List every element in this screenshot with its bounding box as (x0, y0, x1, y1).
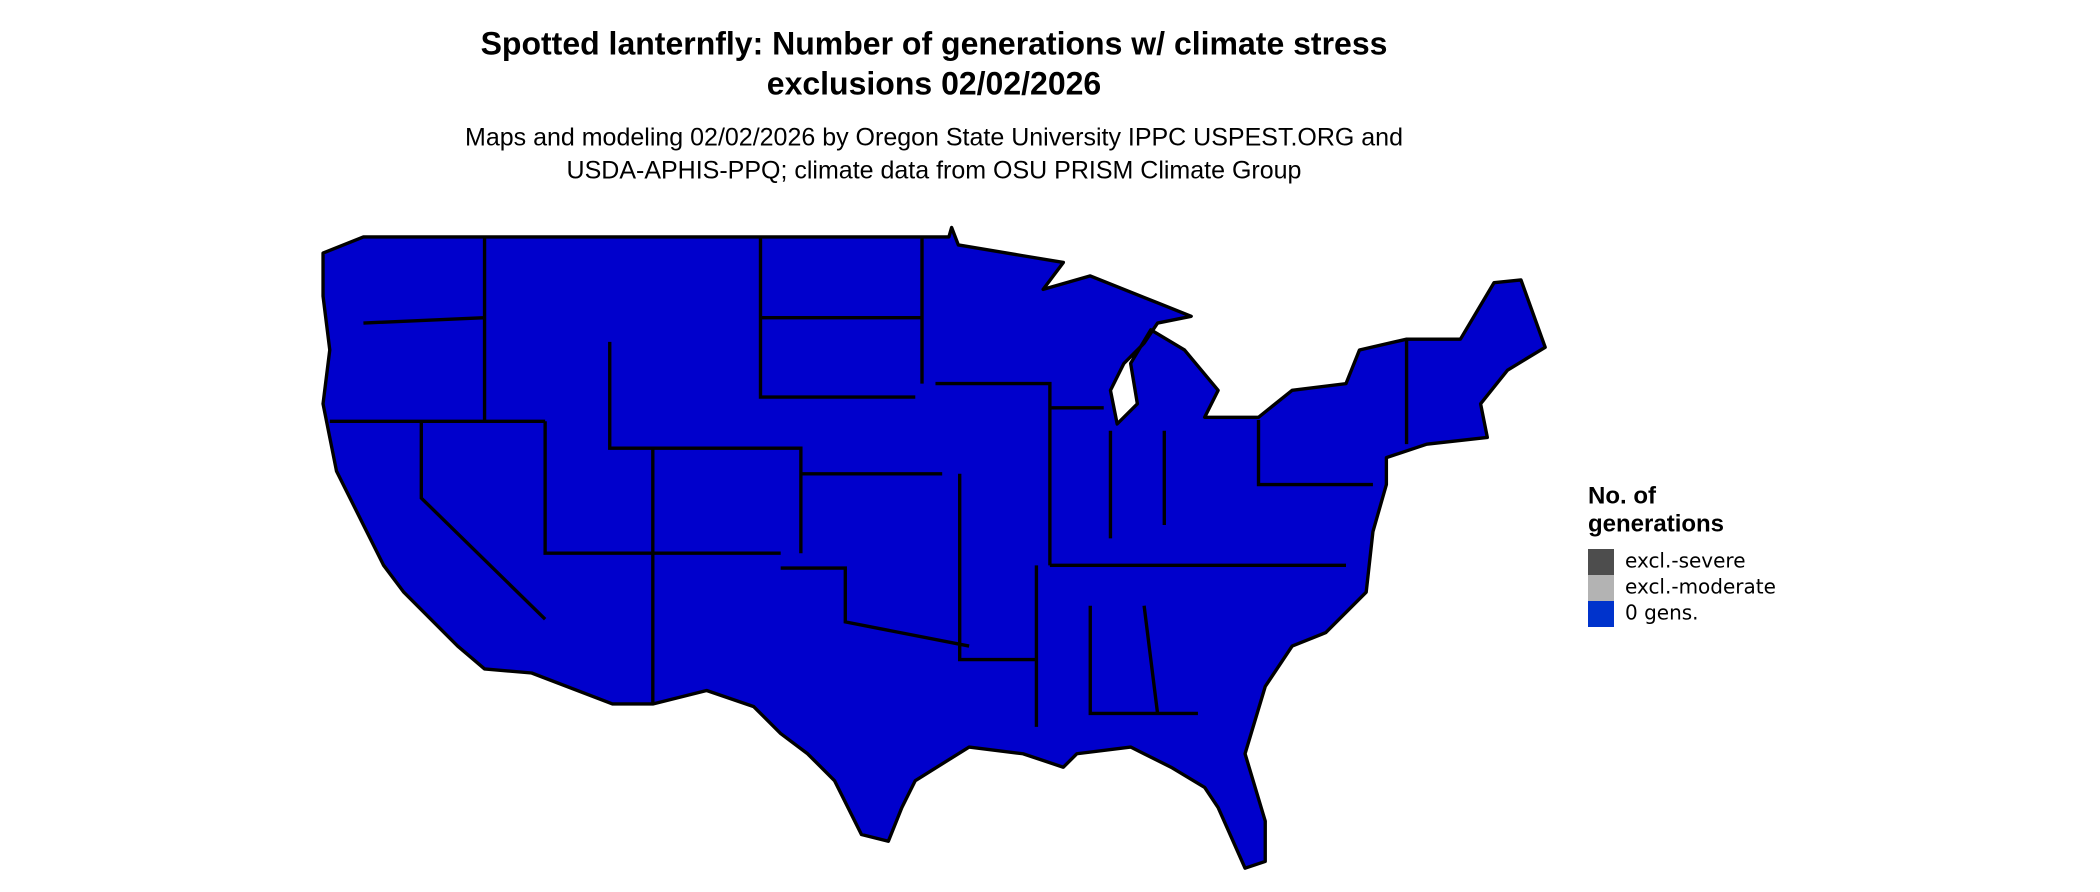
legend-title: generations (1588, 510, 1724, 537)
state-borders (329, 236, 1409, 727)
legend-swatch (1588, 575, 1614, 601)
legend-label: 0 gens. (1625, 601, 1699, 625)
legend-label: excl.-moderate (1625, 575, 1776, 599)
legend-swatch (1588, 601, 1614, 627)
title: exclusions 02/02/2026 (767, 65, 1101, 101)
legend-swatch (1588, 549, 1614, 575)
legend-title: No. of (1588, 482, 1657, 509)
us-map (321, 225, 1547, 870)
subtitle: USDA-APHIS-PPQ; climate data from OSU PR… (567, 157, 1302, 185)
conus-outline (321, 225, 1547, 870)
legend-label: excl.-severe (1625, 549, 1746, 573)
title: Spotted lanternfly: Number of generation… (481, 25, 1388, 61)
subtitle: Maps and modeling 02/02/2026 by Oregon S… (465, 124, 1403, 152)
